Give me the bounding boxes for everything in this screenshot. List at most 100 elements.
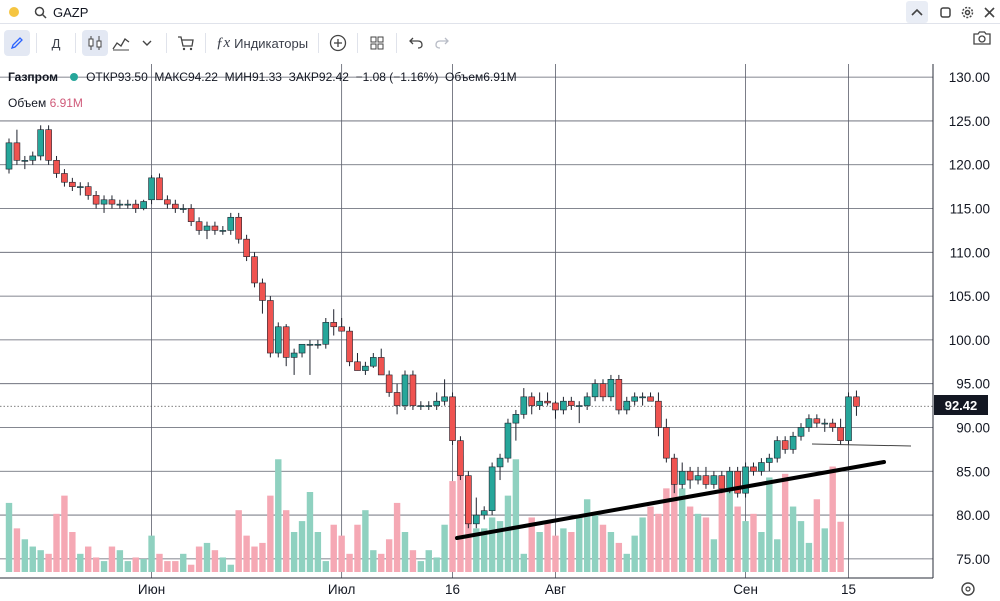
cart-icon [178,36,194,51]
close-value: ЗАКР92.42 [288,70,349,84]
candle-body [488,466,496,511]
chart-toolbar: Д ƒx Индикаторы [0,26,1000,60]
price-axis[interactable]: 130.00 125.00 120.00 115.00 110.00 105.00 100.… [932,64,1000,601]
candle-body [124,203,132,206]
toolbar-divider [205,33,206,53]
candle-body [599,383,607,398]
candle-body [108,199,116,205]
maximize-button[interactable] [934,1,956,23]
volume-bar [92,557,100,572]
candle-body [496,457,504,468]
volume-bar [473,528,480,572]
trend-line[interactable] [455,460,886,540]
volume-bar [544,521,551,572]
add-button[interactable] [325,30,351,56]
candle-body [100,199,108,205]
gear-icon [961,6,973,18]
candle-body [172,203,179,209]
screenshot-button[interactable] [972,30,992,51]
volume-bar [718,492,725,572]
volume-bar [100,561,108,572]
volume-bar [766,477,773,572]
candle-body [338,326,345,332]
candle-body [678,470,686,485]
volume-bar [560,528,567,572]
camera-icon [973,31,991,45]
volume-bar [148,535,155,572]
indicators-button[interactable]: ƒx Индикаторы [212,30,312,56]
volume-bar [370,550,377,572]
candle-body [591,383,599,398]
volume-bar [140,558,147,572]
undo-button[interactable] [403,30,429,56]
interval-button[interactable]: Д [51,35,61,51]
grid-icon [370,36,384,50]
settings-button[interactable] [956,1,978,23]
volume-bar [29,546,36,572]
candle-body [401,374,409,406]
volume-bar [409,550,417,572]
candle-body [773,440,781,459]
axis-settings-icon[interactable] [961,582,975,596]
high-value: МАКС94.22 [154,70,218,84]
candle-body [370,357,377,367]
candles-type-button[interactable] [82,30,108,56]
volume-bar [227,564,234,572]
candle-body [425,405,433,407]
candle-body [829,422,836,428]
candle-body [362,365,369,371]
volume-bar [623,553,630,572]
volume-bar [259,542,266,572]
chart-type-dropdown[interactable] [134,30,160,56]
square-icon [939,6,951,18]
instrument-name[interactable]: Газпром [8,70,59,84]
candle-body [742,466,749,494]
area-type-button[interactable] [108,30,134,56]
drawings[interactable] [455,443,912,540]
candle-body [298,343,306,354]
candle-body [512,414,520,424]
indicators-label: Индикаторы [234,35,309,51]
candle-body [813,418,821,424]
drawing-tool-button[interactable] [4,30,30,56]
volume-bar [61,495,68,572]
candle-body [504,422,512,459]
time-axis[interactable]: Июн Июл 16 Авг Сен 15 [0,577,975,597]
layout-button[interactable] [364,30,390,56]
candle-body [76,186,84,188]
volume-bar [433,557,440,572]
volume-bar [219,557,227,572]
volume-legend-value: 6.91M [49,96,83,110]
candle-body [837,427,844,441]
volume-bar [607,532,615,572]
volume-bar [164,561,171,572]
symbol-search[interactable]: GAZP [34,2,904,22]
collapse-button[interactable] [906,1,928,23]
status-dot [9,7,19,17]
candle-body [274,326,282,354]
volume-bar [338,535,345,572]
volume-bar [203,542,211,572]
volume-bar [235,510,242,572]
volume-bar [829,466,836,572]
volume-bar [686,506,694,572]
volume-bar [77,553,84,572]
price-chart[interactable]: 130.00 125.00 120.00 115.00 110.00 105.00 100.… [0,64,1000,601]
volume-bar [599,524,607,572]
price-tick-label: 105.00 [949,289,990,304]
horizontal-ray[interactable] [811,443,912,447]
trade-button[interactable] [173,30,199,56]
volume-bar [124,561,131,572]
candle-body [663,427,670,459]
candle-body [354,361,361,371]
redo-button[interactable] [429,30,455,56]
top-bar: GAZP [0,0,1000,24]
symbol-text[interactable]: GAZP [53,4,89,20]
volume-bar [108,546,116,572]
time-tick-label: Июл [328,582,355,597]
volume-bar [322,561,329,572]
close-button[interactable] [978,1,1000,23]
volume-legend: Объем 6.91M [8,96,83,110]
volume-bar [401,532,409,572]
volume-label[interactable]: Объем [8,96,47,110]
